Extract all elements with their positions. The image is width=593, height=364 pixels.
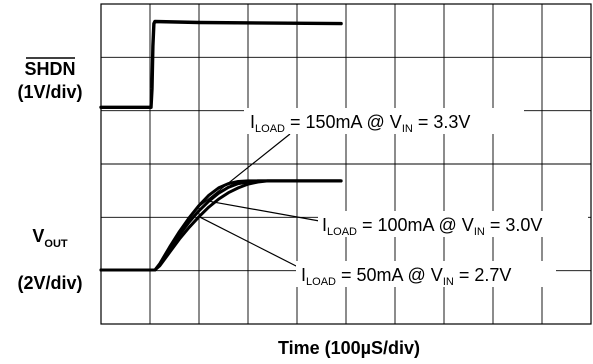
leader-line-2 (198, 216, 301, 269)
leader-line-1 (208, 200, 326, 223)
annotation-100ma-bg (318, 211, 588, 237)
annotation-150ma: ILOAD = 150mA @ VIN = 3.3V (244, 108, 524, 135)
trace-vout-2 (99, 179, 343, 272)
svg-text:ILOAD = 150mA @ VIN = 3.3V: ILOAD = 150mA @ VIN = 3.3V (250, 112, 470, 135)
channel-scale-vout: (2V/div) (17, 273, 82, 293)
annotation-leaders (196, 133, 326, 269)
channel-label-shdn: SHDN (24, 59, 75, 79)
plot-frame (100, 3, 592, 325)
svg-text:ILOAD = 50mA @ VIN = 2.7V: ILOAD = 50mA @ VIN = 2.7V (301, 265, 511, 288)
leader-line-0 (196, 133, 291, 210)
annotation-100ma: ILOAD = 100mA @ VIN = 3.0V (318, 211, 588, 238)
trace-shdn (99, 19, 343, 110)
annotation-50ma: ILOAD = 50mA @ VIN = 2.7V (296, 261, 556, 288)
channel-scale-shdn: (1V/div) (17, 82, 82, 102)
waveform-traces (99, 19, 343, 272)
x-axis-label: Time (100µS/div) (278, 338, 420, 358)
trace-vout-1 (99, 179, 343, 272)
annotation-150ma-bg (244, 108, 524, 134)
trace-vout-3 (99, 179, 343, 272)
channel-label-vout: VOUT (32, 226, 68, 250)
annotation-50ma-bg (296, 261, 556, 287)
svg-text:ILOAD = 100mA @ VIN = 3.0V: ILOAD = 100mA @ VIN = 3.0V (322, 215, 542, 238)
